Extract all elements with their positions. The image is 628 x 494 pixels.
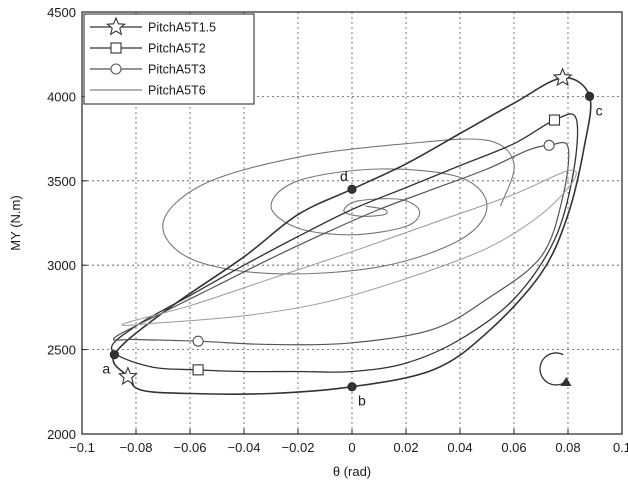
marker-layer: a b c d xyxy=(102,67,603,409)
x-axis-title: θ (rad) xyxy=(333,464,371,479)
legend-star-marker xyxy=(105,16,127,36)
y-tick-label: 4500 xyxy=(47,5,76,20)
rotation-arrowhead xyxy=(560,376,572,386)
y-tick-label: 4000 xyxy=(47,89,76,104)
point-b-label: b xyxy=(358,393,366,409)
square-marker xyxy=(548,114,561,126)
x-tick-label: −0.08 xyxy=(120,440,153,455)
x-tick-label: −0.04 xyxy=(228,440,261,455)
x-tick-label: 0.08 xyxy=(555,440,580,455)
series-line-PitchA5T2 xyxy=(110,113,579,373)
legend-label: PitchA5T3 xyxy=(148,63,206,77)
point-d-label: d xyxy=(340,168,348,184)
y-tick-label: 3000 xyxy=(47,258,76,273)
rotation-indicator xyxy=(539,352,572,386)
legend-square-marker xyxy=(110,42,122,54)
legend-label: PitchA5T1.5 xyxy=(148,21,216,35)
circle-marker xyxy=(543,139,555,151)
point-c-label: c xyxy=(596,102,603,118)
x-tick-label: −0.06 xyxy=(174,440,207,455)
square-marker xyxy=(192,364,204,376)
axes-layer: −0.1 −0.08 −0.06 −0.04 −0.02 0 0.02 0.04 0.06 0.0… xyxy=(8,5,628,479)
legend-label: PitchA5T2 xyxy=(148,42,206,56)
x-tick-label: 0.04 xyxy=(447,440,472,455)
x-tick-label: 0 xyxy=(348,440,355,455)
point-a-label: a xyxy=(102,361,110,377)
y-axis-title: MY (N.m) xyxy=(8,195,23,250)
series-line-PitchA5T1.5 xyxy=(112,76,592,395)
legend: PitchA5T1.5 PitchA5T2 PitchA5T3 PitchA5T6 xyxy=(83,13,255,105)
x-tick-label: −0.1 xyxy=(69,440,95,455)
y-tick-label: 2000 xyxy=(47,427,76,442)
series-layer xyxy=(110,76,592,395)
rotation-arc xyxy=(539,352,566,386)
legend-label: PitchA5T6 xyxy=(148,84,206,98)
transient-spiral-line xyxy=(162,138,515,275)
x-tick-label: 0.02 xyxy=(393,440,418,455)
y-tick-label: 3500 xyxy=(47,174,76,189)
series-line-PitchA5T3 xyxy=(112,141,570,346)
point-c-dot xyxy=(584,91,595,102)
y-tick-label: 2500 xyxy=(47,343,76,358)
point-a-dot xyxy=(109,350,120,360)
star-marker xyxy=(117,366,138,386)
x-tick-label: 0.1 xyxy=(613,440,628,455)
x-tick-label: 0.06 xyxy=(501,440,526,455)
point-b-dot xyxy=(347,382,357,392)
series-line-PitchA5T6 xyxy=(121,169,577,326)
circle-marker xyxy=(192,335,204,347)
x-tick-label: −0.02 xyxy=(282,440,315,455)
star-marker xyxy=(552,67,573,87)
point-d-dot xyxy=(347,184,357,194)
legend-circle-marker xyxy=(110,63,122,75)
